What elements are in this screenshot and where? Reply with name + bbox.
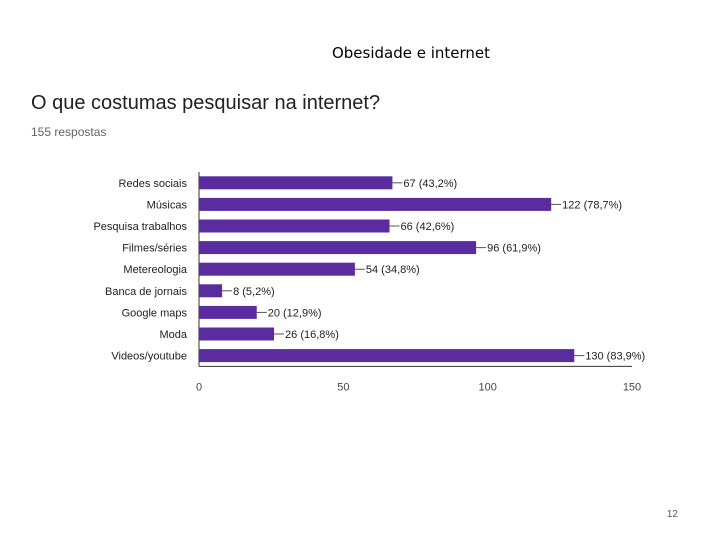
x-tick-label: 50 bbox=[337, 381, 349, 393]
x-tick-label: 150 bbox=[623, 381, 641, 393]
category-label: Moda bbox=[159, 329, 187, 341]
bar bbox=[199, 284, 223, 298]
data-label: 130 (83,9%) bbox=[585, 351, 645, 363]
data-label: 26 (16,8%) bbox=[285, 329, 339, 341]
category-label: Redes sociais bbox=[119, 178, 188, 190]
bar bbox=[199, 197, 552, 211]
data-label: 122 (78,7%) bbox=[562, 199, 622, 211]
data-label: 8 (5,2%) bbox=[233, 286, 275, 298]
category-label: Filmes/séries bbox=[122, 243, 187, 255]
category-label: Google maps bbox=[122, 307, 188, 319]
response-count: 155 respostas bbox=[31, 125, 107, 139]
data-label: 54 (34,8%) bbox=[366, 264, 420, 276]
data-label: 67 (43,2%) bbox=[403, 178, 457, 190]
bar bbox=[199, 305, 257, 319]
bar bbox=[199, 176, 393, 190]
category-label: Metereologia bbox=[123, 264, 187, 276]
bar bbox=[199, 241, 477, 255]
data-label: 96 (61,9%) bbox=[487, 243, 541, 255]
category-label: Pesquisa trabalhos bbox=[93, 221, 187, 233]
page-number: 12 bbox=[666, 509, 678, 520]
bar bbox=[199, 219, 390, 233]
bar-chart: Redes sociais 67 (43,2%) Músicas 122 (78,7%… bbox=[93, 172, 645, 393]
category-label: Músicas bbox=[147, 199, 188, 211]
x-tick-label: 100 bbox=[478, 381, 496, 393]
x-tick-label: 0 bbox=[196, 381, 202, 393]
bar bbox=[199, 327, 275, 341]
data-label: 66 (42,6%) bbox=[401, 221, 455, 233]
category-label: Banca de jornais bbox=[105, 286, 187, 298]
bar bbox=[199, 262, 355, 276]
question-title: O que costumas pesquisar na internet? bbox=[31, 92, 381, 114]
bar bbox=[199, 349, 575, 363]
category-label: Videos/youtube bbox=[111, 351, 187, 363]
data-label: 20 (12,9%) bbox=[268, 307, 322, 319]
slide-title: Obesidade e internet bbox=[331, 44, 491, 62]
